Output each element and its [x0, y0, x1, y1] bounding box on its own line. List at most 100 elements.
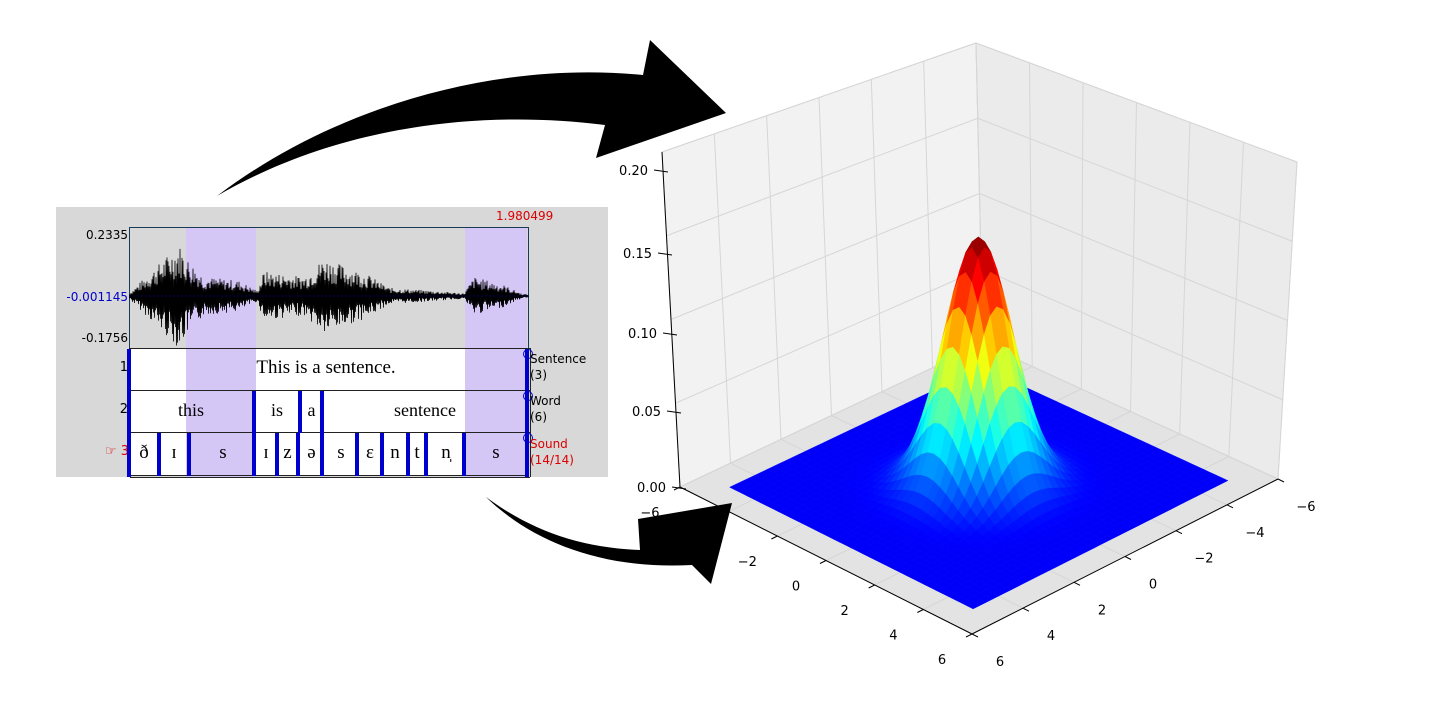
textgrid-editor: 1.980499 0.2335 -0.001145 -0.1756 1 2 ☞ … [56, 207, 608, 478]
tick-label: 4 [889, 629, 897, 644]
tick-label: 0.15 [623, 247, 652, 262]
tier-divider [129, 348, 529, 349]
boundary-line[interactable] [320, 433, 324, 476]
surface [729, 236, 1229, 610]
tier-bg [256, 349, 465, 476]
tick-label: 0.00 [637, 481, 666, 496]
interval-text[interactable]: z [283, 442, 292, 463]
grid-line [979, 193, 1288, 321]
tier-divider [129, 432, 529, 433]
interval-text[interactable]: n̩ [441, 442, 451, 463]
interval-text[interactable]: t [414, 442, 420, 463]
boundary-line[interactable] [380, 433, 384, 476]
tick-mark [673, 486, 681, 491]
tick-mark [1277, 478, 1285, 483]
tick-mark [657, 252, 673, 256]
interval-text[interactable]: s [492, 442, 500, 463]
tick-mark [1124, 556, 1132, 560]
tier-number-1[interactable]: 1 [119, 360, 128, 375]
tier-number-3[interactable]: ☞ 3 [104, 444, 129, 459]
grid-line [981, 268, 1283, 401]
tick-mark [1073, 581, 1081, 586]
curved-arrow-icon [486, 497, 732, 584]
boundary-line[interactable] [298, 391, 302, 433]
tick-mark [965, 633, 973, 638]
tick-mark [653, 169, 669, 173]
tick-mark [666, 410, 682, 414]
tick-label: 0.20 [619, 164, 648, 179]
interval-text[interactable]: ɛ [366, 442, 374, 463]
grid-line [975, 42, 1298, 163]
pointing-hand-icon: ☞ [104, 444, 117, 459]
boundary-line[interactable] [462, 433, 466, 476]
boundary-line[interactable] [406, 433, 410, 476]
tick-mark [771, 535, 778, 540]
tick-label: 6 [996, 655, 1004, 670]
tier-name-word[interactable]: Word (6) [530, 394, 561, 424]
tier-number-2[interactable]: 2 [119, 402, 128, 417]
tick-label: 0.05 [632, 405, 661, 420]
surface-patch [966, 602, 980, 610]
boundary-line[interactable] [355, 433, 359, 476]
interval-text[interactable]: s [337, 442, 345, 463]
tier-divider [129, 475, 529, 476]
boundary-line[interactable] [127, 349, 131, 477]
tick-mark [661, 151, 681, 488]
grid-line [675, 268, 982, 404]
tick-mark [819, 560, 827, 564]
tick-label: −2 [1194, 552, 1213, 567]
boundary-line[interactable] [252, 391, 256, 433]
boundary-line[interactable] [187, 433, 191, 476]
tick-label: 2 [1098, 603, 1106, 618]
selection-region[interactable] [186, 227, 256, 477]
tick-mark [1226, 504, 1234, 509]
y-max-label: 0.2335 [86, 228, 128, 242]
grid-line [670, 193, 980, 320]
tick-label: 6 [938, 653, 946, 668]
tick-mark [971, 633, 979, 638]
boundary-line[interactable] [275, 433, 279, 476]
tick-label: −2 [738, 555, 757, 570]
interval-text[interactable]: this [177, 400, 204, 420]
tier-circle-icon[interactable] [523, 433, 533, 443]
tick-mark [1175, 530, 1183, 535]
tick-mark [917, 609, 924, 613]
tick-label: −6 [1296, 500, 1315, 515]
boundary-line[interactable] [157, 433, 161, 476]
interval-text[interactable]: ɪ [263, 442, 269, 463]
interval-text[interactable]: is [270, 400, 283, 420]
boundary-line[interactable] [525, 349, 529, 477]
tier-circle-icon[interactable] [523, 391, 533, 401]
grid-line [977, 117, 1293, 242]
interval-text[interactable]: sentence [394, 400, 456, 420]
interval-text[interactable]: ə [307, 442, 316, 463]
interval-text[interactable]: ɪ [171, 442, 177, 463]
boundary-line[interactable] [252, 433, 256, 476]
tick-label: 0.10 [628, 327, 657, 342]
interval-text[interactable]: s [219, 442, 227, 463]
interval-text[interactable]: a [307, 400, 316, 420]
interval-text[interactable]: n [390, 442, 400, 463]
tier-name-sentence[interactable]: Sentence (3) [530, 352, 587, 382]
tick-mark [868, 584, 875, 589]
tier-name-sound[interactable]: Sound (14/14) [530, 437, 574, 467]
tick-label: −4 [1245, 526, 1264, 541]
curved-arrow-icon [217, 40, 726, 196]
tick-label: 2 [841, 604, 849, 619]
tier-divider [129, 390, 529, 391]
tick-label: 0 [1149, 578, 1157, 593]
tick-label: 4 [1047, 629, 1055, 644]
boundary-line[interactable] [320, 391, 324, 433]
time-end-label: 1.980499 [496, 209, 554, 223]
boundary-line[interactable] [424, 433, 428, 476]
boundary-line[interactable] [296, 433, 300, 476]
interval-text[interactable]: This is a sentence. [256, 357, 396, 378]
interval-text[interactable]: ð [139, 442, 149, 463]
grid-line [666, 117, 978, 237]
selection-region[interactable] [465, 227, 527, 477]
y-cursor-label: -0.001145 [66, 290, 128, 304]
y-min-label: -0.1756 [81, 331, 128, 345]
tier-circle-icon[interactable] [523, 349, 533, 359]
